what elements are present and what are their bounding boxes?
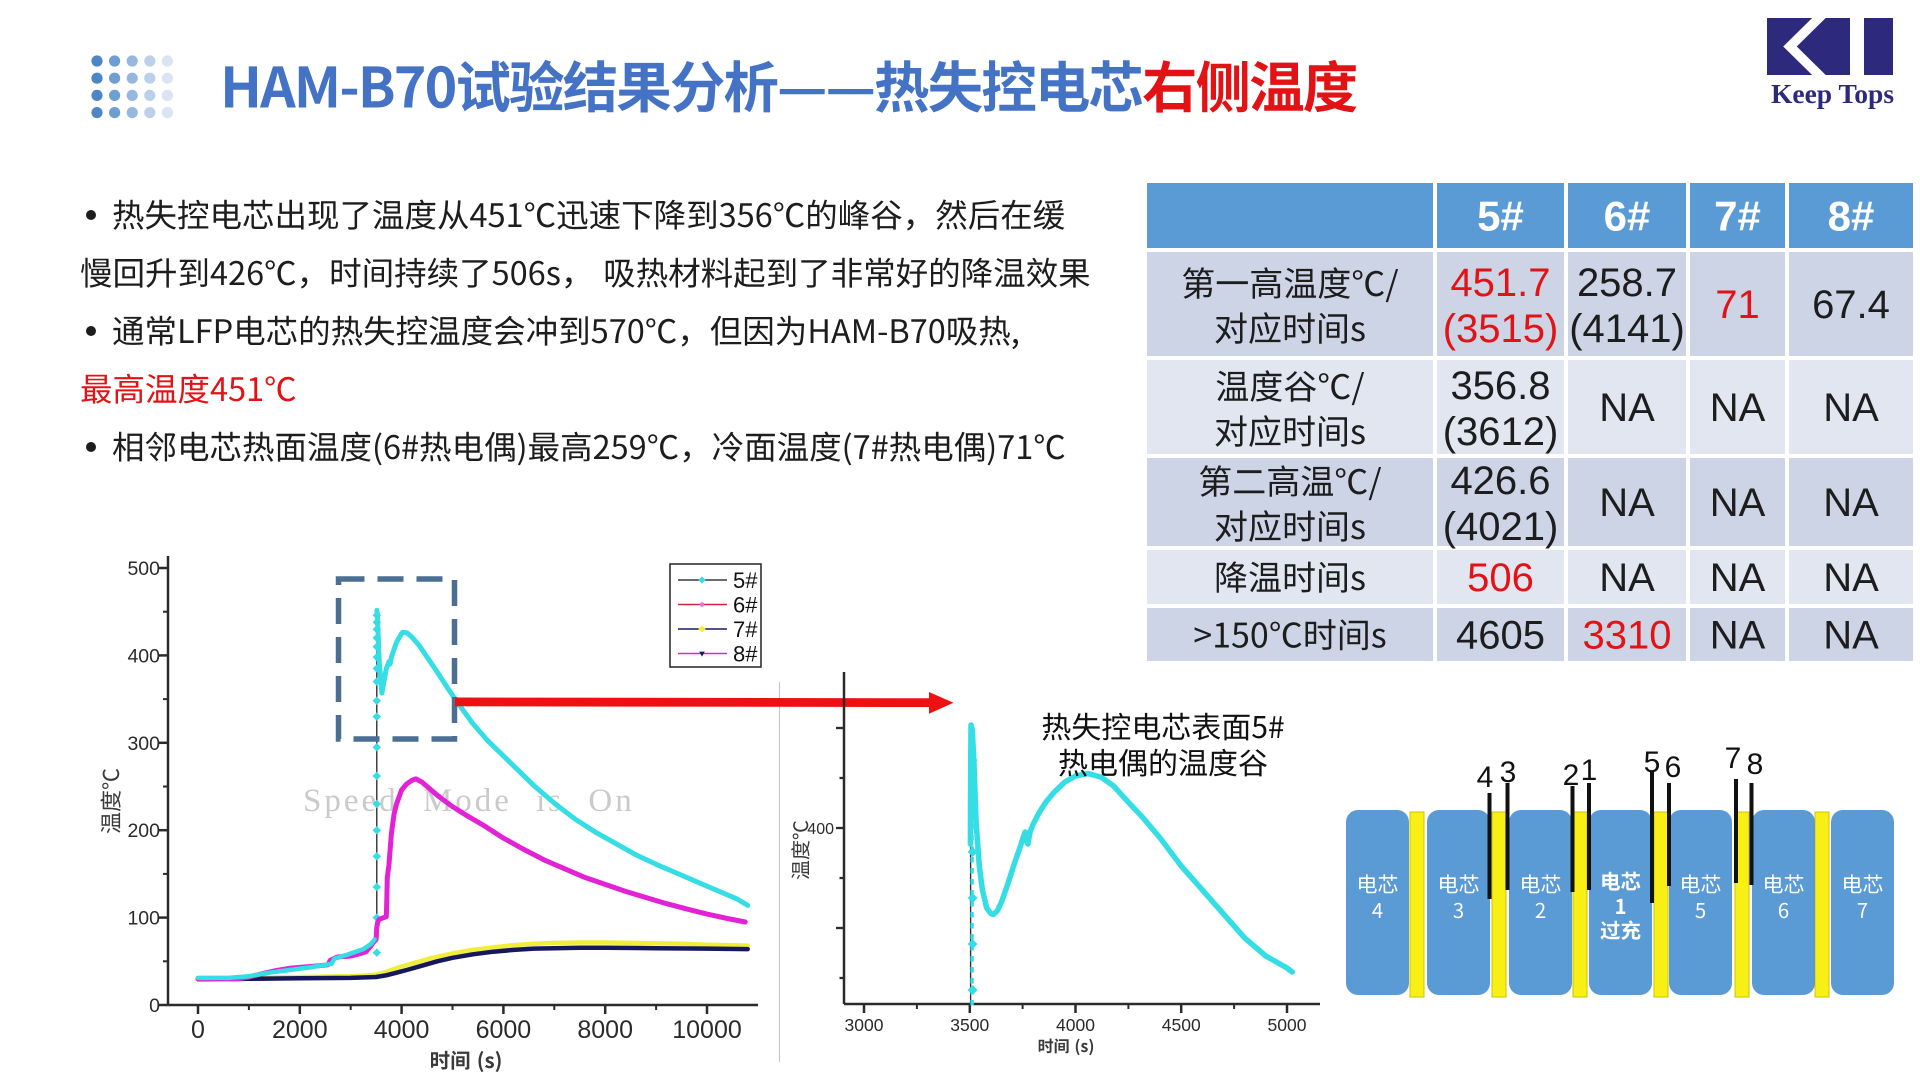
svg-text:4000: 4000: [1056, 1015, 1095, 1035]
svg-text:100: 100: [127, 908, 160, 930]
svg-text:7: 7: [1725, 742, 1742, 775]
svg-text:3: 3: [1500, 756, 1517, 789]
svg-text:NA: NA: [1823, 481, 1879, 525]
svg-text:400: 400: [127, 645, 160, 667]
svg-text:6#: 6#: [733, 593, 758, 618]
svg-text:67.4: 67.4: [1812, 283, 1890, 327]
svg-text:1: 1: [1581, 754, 1598, 787]
svg-text:NA: NA: [1710, 481, 1766, 525]
svg-text:451.7: 451.7: [1450, 261, 1550, 305]
svg-text:NA: NA: [1599, 556, 1655, 600]
svg-text:2: 2: [1563, 759, 1580, 792]
svg-text:500: 500: [127, 558, 160, 580]
svg-text:356.8: 356.8: [1450, 364, 1550, 408]
svg-text:NA: NA: [1823, 386, 1879, 430]
svg-text:4605: 4605: [1456, 614, 1545, 658]
svg-text:(3515): (3515): [1443, 307, 1559, 351]
svg-text:3000: 3000: [845, 1015, 884, 1035]
svg-text:NA: NA: [1599, 386, 1655, 430]
svg-text:7#: 7#: [733, 617, 758, 642]
svg-text:8#: 8#: [1828, 193, 1875, 240]
svg-text:8000: 8000: [577, 1016, 633, 1044]
svg-text:NA: NA: [1710, 386, 1766, 430]
svg-text:7#: 7#: [1714, 193, 1761, 240]
svg-text:3310: 3310: [1583, 614, 1672, 658]
svg-text:506: 506: [1467, 556, 1534, 600]
svg-text:(3612): (3612): [1443, 410, 1559, 454]
svg-text:3500: 3500: [950, 1015, 989, 1035]
svg-text:5000: 5000: [1268, 1015, 1307, 1035]
svg-text:200: 200: [127, 820, 160, 842]
svg-text:426.6: 426.6: [1450, 459, 1550, 503]
svg-text:4: 4: [1477, 761, 1494, 794]
svg-text:5: 5: [1644, 746, 1661, 779]
svg-text:NA: NA: [1710, 614, 1766, 658]
svg-text:(4141): (4141): [1569, 307, 1685, 351]
svg-text:0: 0: [191, 1016, 205, 1044]
svg-text:4500: 4500: [1162, 1015, 1201, 1035]
svg-text:8#: 8#: [733, 642, 758, 667]
svg-text:71: 71: [1715, 283, 1760, 327]
svg-text:NA: NA: [1823, 614, 1879, 658]
svg-text:10000: 10000: [672, 1016, 742, 1044]
svg-text:6#: 6#: [1604, 193, 1651, 240]
svg-text:NA: NA: [1710, 556, 1766, 600]
svg-text:(4021): (4021): [1443, 505, 1559, 549]
svg-text:Keep Tops: Keep Tops: [1771, 78, 1894, 109]
svg-text:Speed Mode is On: Speed Mode is On: [303, 783, 635, 819]
svg-text:4000: 4000: [374, 1016, 430, 1044]
svg-text:6000: 6000: [476, 1016, 532, 1044]
svg-text:0: 0: [149, 995, 160, 1017]
svg-text:NA: NA: [1823, 556, 1879, 600]
svg-text:5#: 5#: [733, 568, 758, 593]
svg-text:258.7: 258.7: [1577, 261, 1677, 305]
svg-text:NA: NA: [1599, 481, 1655, 525]
svg-text:8: 8: [1747, 748, 1764, 781]
svg-text:400: 400: [807, 821, 834, 838]
svg-text:6: 6: [1665, 751, 1682, 784]
svg-text:2000: 2000: [272, 1016, 328, 1044]
svg-text:5#: 5#: [1477, 193, 1524, 240]
svg-text:300: 300: [127, 733, 160, 755]
